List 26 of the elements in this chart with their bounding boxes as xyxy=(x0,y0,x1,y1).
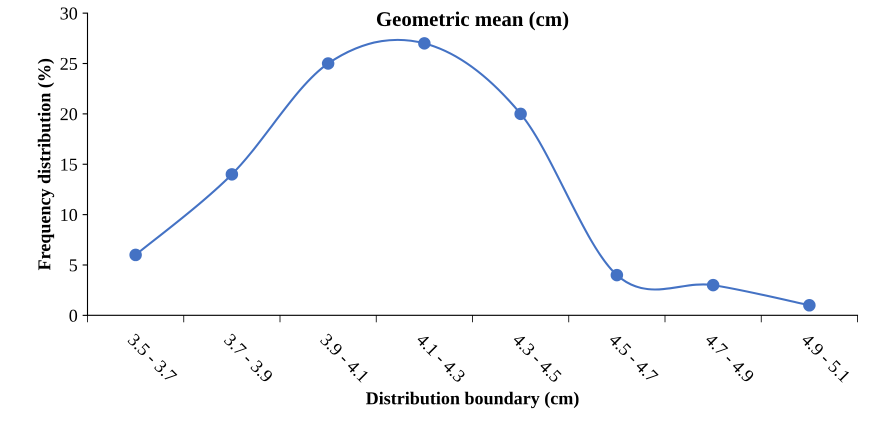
chart-title: Geometric mean (cm) xyxy=(376,12,568,30)
point xyxy=(129,248,142,262)
point xyxy=(418,37,431,50)
y-tick-label: 20 xyxy=(60,108,78,120)
point xyxy=(322,57,334,70)
y-axis-title: Frequency distribution (%) xyxy=(38,58,54,270)
y-tick-label: 5 xyxy=(70,259,78,272)
x-tick-label: 3.5 - 3.7 xyxy=(127,333,178,384)
x-tick-label: 4.1 - 4.3 xyxy=(416,332,466,384)
point xyxy=(226,168,238,181)
x-tick-label: 4.9 - 5.1 xyxy=(800,332,851,383)
point xyxy=(706,278,720,292)
x-axis-title: Distribution boundary (cm) xyxy=(366,392,579,408)
x-tick-label: 3.9 - 4.1 xyxy=(320,333,370,383)
y-tick-label: 30 xyxy=(60,7,78,20)
x-tick-label: 4.5 - 4.7 xyxy=(608,332,659,384)
x-tick-label: 4.3 - 4.5 xyxy=(512,332,562,384)
point xyxy=(610,268,624,282)
point xyxy=(803,299,816,312)
y-tick-label: 0 xyxy=(69,310,78,322)
point xyxy=(514,108,527,120)
y-tick-label: 15 xyxy=(61,158,78,171)
x-tick-label: 4.7 - 4.9 xyxy=(704,332,755,384)
x-tick-label: 3.7 - 3.9 xyxy=(223,333,274,384)
y-tick-label: 10 xyxy=(61,208,78,222)
y-tick-label: 25 xyxy=(60,58,78,70)
